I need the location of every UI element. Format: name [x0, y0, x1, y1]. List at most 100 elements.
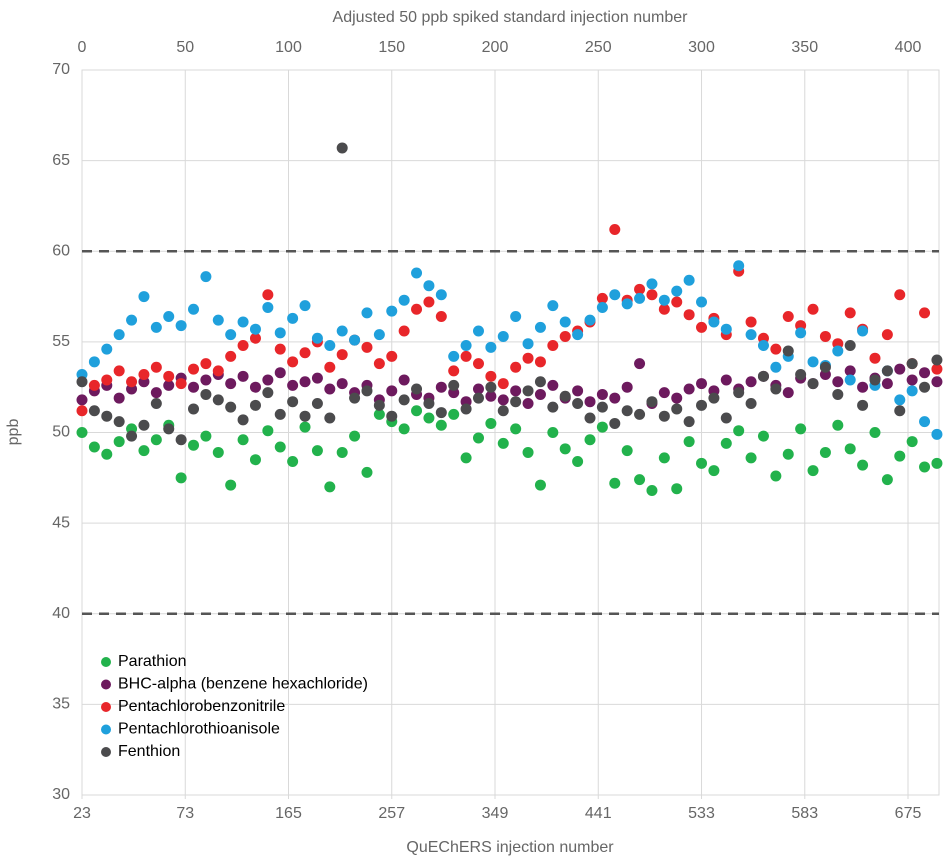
point — [559, 330, 571, 342]
point — [559, 390, 571, 402]
point — [88, 356, 100, 368]
point — [237, 434, 249, 446]
point — [386, 350, 398, 362]
point — [795, 327, 807, 339]
point — [881, 474, 893, 486]
point — [435, 419, 447, 431]
point — [299, 376, 311, 388]
point — [76, 405, 88, 417]
point — [212, 446, 224, 458]
top-tick-label: 200 — [482, 39, 509, 56]
point — [782, 311, 794, 322]
point — [101, 448, 113, 460]
point — [745, 329, 757, 341]
legend-marker — [101, 747, 111, 757]
point — [324, 361, 336, 373]
point — [212, 314, 224, 326]
point — [671, 296, 683, 308]
point — [894, 289, 906, 301]
point — [138, 291, 150, 303]
point — [634, 283, 646, 295]
point — [262, 387, 274, 399]
point — [510, 423, 522, 435]
point — [423, 398, 435, 409]
point — [237, 340, 249, 351]
legend-label: Pentachlorobenzonitrile — [118, 698, 285, 715]
point — [522, 398, 534, 409]
point — [460, 350, 472, 362]
point — [497, 378, 509, 390]
point — [559, 316, 571, 328]
y-axis-title: ppb — [5, 419, 22, 446]
point — [472, 358, 484, 370]
point — [398, 423, 410, 435]
point — [175, 320, 187, 332]
point — [596, 401, 608, 413]
point — [844, 340, 856, 351]
point — [770, 361, 782, 373]
point — [299, 410, 311, 422]
point — [906, 374, 918, 386]
point — [411, 303, 423, 315]
point — [572, 456, 584, 467]
point — [113, 365, 125, 377]
point — [708, 316, 720, 328]
point — [807, 378, 819, 390]
point — [782, 345, 794, 357]
bottom-tick-label: 533 — [688, 805, 715, 822]
point — [621, 381, 633, 393]
point — [150, 398, 162, 409]
point — [398, 325, 410, 337]
point — [584, 314, 596, 326]
point — [547, 300, 559, 312]
point — [200, 388, 212, 400]
point — [534, 376, 546, 388]
point — [534, 388, 546, 400]
point — [807, 303, 819, 315]
point — [225, 329, 237, 341]
point — [832, 388, 844, 400]
point — [584, 412, 596, 424]
point — [188, 363, 200, 375]
point — [609, 289, 621, 301]
point — [299, 421, 311, 433]
point — [423, 412, 435, 424]
point — [782, 387, 794, 399]
point — [646, 278, 658, 290]
point — [163, 423, 175, 435]
point — [733, 425, 745, 437]
point — [894, 450, 906, 462]
point — [770, 383, 782, 395]
point — [869, 427, 881, 438]
point — [658, 303, 670, 315]
point — [683, 274, 695, 286]
point — [832, 345, 844, 357]
y-tick-label: 65 — [52, 152, 70, 169]
point — [138, 445, 150, 457]
point — [757, 430, 769, 442]
point — [249, 399, 261, 411]
point — [163, 370, 175, 382]
point — [757, 370, 769, 382]
point — [745, 398, 757, 409]
point — [274, 441, 286, 453]
point — [807, 356, 819, 368]
point — [510, 361, 522, 373]
point — [472, 383, 484, 395]
point — [324, 383, 336, 395]
point — [287, 379, 299, 391]
point — [336, 325, 348, 337]
point — [671, 392, 683, 404]
point — [708, 465, 720, 477]
point — [609, 224, 621, 235]
point — [658, 387, 670, 399]
point — [76, 427, 88, 438]
point — [411, 405, 423, 417]
point — [572, 385, 584, 397]
point — [522, 385, 534, 397]
point — [485, 370, 497, 382]
point — [621, 445, 633, 457]
point — [894, 394, 906, 406]
point — [634, 358, 646, 370]
point — [510, 385, 522, 397]
